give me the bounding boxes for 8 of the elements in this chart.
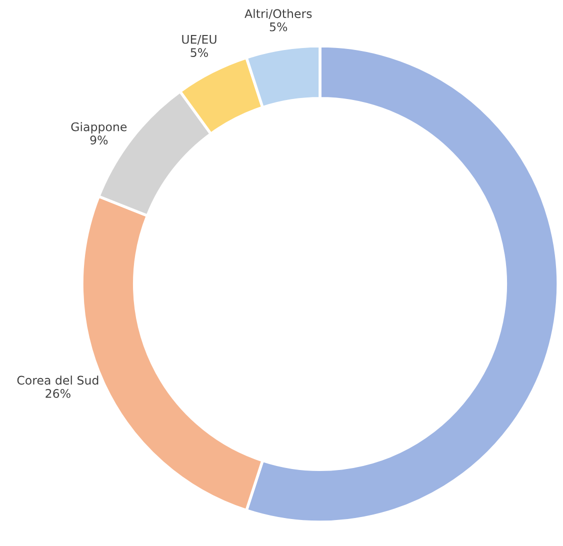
slice-label: UE/EU	[182, 35, 216, 45]
slice-label: Giappone	[71, 122, 127, 134]
data-label: 5%	[190, 48, 208, 58]
slice-label: Altri/Others	[244, 8, 312, 20]
data-label: 26%	[46, 388, 70, 398]
data-label: 5%	[270, 22, 288, 32]
data-label: 9%	[90, 136, 108, 144]
slice-label: Corea del Sud	[17, 376, 98, 385]
